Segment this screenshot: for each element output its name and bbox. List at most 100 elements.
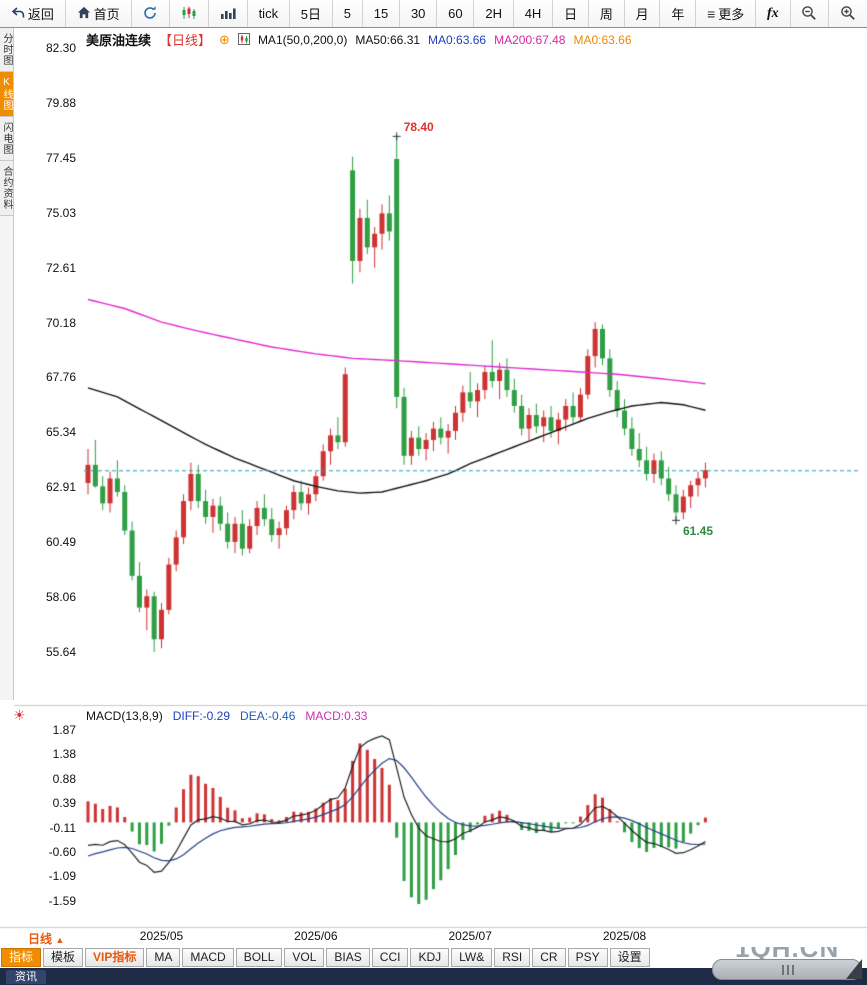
period-month[interactable]: 月 (625, 0, 661, 27)
date-label: 2025/05 (139, 929, 184, 943)
add-favorite-icon[interactable]: ⊕ (219, 32, 230, 47)
period-2h-label: 2H (485, 6, 502, 21)
more-button[interactable]: ≡ 更多 (696, 0, 757, 27)
bar-chart-type-button[interactable] (209, 0, 248, 27)
period-tick[interactable]: tick (248, 0, 290, 27)
back-button[interactable]: 返回 (0, 0, 66, 27)
macd-axis-label: 0.39 (52, 796, 76, 811)
indicator-tab-rsi[interactable]: RSI (494, 948, 531, 967)
ma0-value-blue: MA0:63.66 (428, 32, 487, 47)
period-5min[interactable]: 5 (333, 0, 363, 27)
candlestick-chart-type-button[interactable] (170, 0, 209, 27)
high-price-annotation: 78.40 (403, 120, 434, 135)
indicator-tab-cci[interactable]: CCI (371, 948, 409, 967)
price-axis-label: 62.91 (45, 480, 76, 495)
period-week-label: 周 (599, 7, 613, 22)
price-axis-label: 58.06 (45, 590, 76, 605)
refresh-button[interactable] (132, 0, 171, 27)
macd-diff-value: DIFF:-0.29 (172, 709, 231, 723)
period-dropdown[interactable]: 日线 ▲ (28, 930, 64, 947)
period-2h[interactable]: 2H (474, 0, 514, 27)
price-axis-label: 75.03 (45, 205, 76, 220)
home-icon (77, 6, 91, 21)
indicator-tab-ma[interactable]: MA (146, 948, 181, 967)
period-60min[interactable]: 60 (437, 0, 475, 27)
price-axis-label: 60.49 (45, 535, 76, 550)
sidebar-item-lightning-chart[interactable]: 闪电图 (0, 117, 13, 161)
period-30min[interactable]: 30 (400, 0, 438, 27)
sidebar-item-kline-chart[interactable]: K线图 (0, 72, 13, 117)
period-4h[interactable]: 4H (514, 0, 554, 27)
indicator-tab-kdj[interactable]: KDJ (410, 948, 450, 967)
zoom-in-button[interactable] (829, 0, 867, 27)
date-label: 2025/06 (294, 929, 338, 943)
price-axis-label: 82.30 (45, 41, 76, 55)
low-price-annotation: 61.45 (683, 524, 714, 539)
price-axis-label: 72.61 (45, 260, 76, 275)
period-year-label: 年 (671, 7, 685, 22)
ma-settings-label[interactable]: MA1(50,0,200,0) (257, 32, 348, 47)
indicator-tab-bias[interactable]: BIAS (326, 948, 370, 967)
period-day[interactable]: 日 (553, 0, 589, 27)
macd-axis-label: -0.60 (48, 845, 76, 860)
toolbar: 返回 首页 tick 5日 5 15 30 60 2H (0, 0, 867, 28)
ma0-value-orange: MA0:63.66 (573, 32, 632, 47)
candlestick-chart-icon (181, 6, 197, 22)
refresh-icon (142, 5, 158, 23)
period-month-label: 月 (635, 7, 649, 22)
time-axis-row: 日线 ▲ 2025/05 2025/06 2025/07 2025/08 (0, 929, 867, 947)
back-label: 返回 (27, 7, 54, 22)
horizontal-scrollbar-thumb[interactable] (712, 959, 862, 980)
main-indicator-icon[interactable] (237, 32, 250, 47)
chevron-up-icon: ▲ (55, 935, 65, 945)
price-axis-label: 67.76 (45, 370, 76, 385)
period-15min[interactable]: 15 (363, 0, 401, 27)
macd-header: MACD(13,8,9) DIFF:-0.29 DEA:-0.46 MACD:0… (86, 709, 367, 723)
sidebar-item-contract-info[interactable]: 合约资料 (0, 161, 13, 216)
macd-axis-label: 1.38 (52, 747, 76, 762)
indicator-tab-[interactable]: 模板 (43, 948, 84, 967)
period-dropdown-label: 日线 (28, 932, 53, 946)
bottom-status-bar: 资讯 (0, 968, 867, 985)
home-button[interactable]: 首页 (66, 0, 132, 27)
zoom-out-button[interactable] (791, 0, 830, 27)
period-5day[interactable]: 5日 (290, 0, 333, 27)
indicator-tab-psy[interactable]: PSY (567, 948, 608, 967)
indicator-tab-[interactable]: 设置 (609, 948, 650, 967)
resize-corner[interactable] (846, 959, 862, 979)
indicator-settings-icon[interactable]: ☀ (13, 707, 26, 723)
indicator-tab-macd[interactable]: MACD (182, 948, 234, 967)
menu-icon: ≡ (707, 5, 716, 22)
macd-dea-value: DEA:-0.46 (240, 709, 296, 723)
indicator-tab-cr[interactable]: CR (532, 948, 566, 967)
period-5day-label: 5日 (300, 7, 322, 22)
macd-axis-label: -1.59 (48, 894, 76, 908)
home-label: 首页 (93, 7, 120, 22)
period-year[interactable]: 年 (660, 0, 697, 27)
macd-axis-label: -0.11 (49, 820, 76, 835)
symbol-name: 美原油连续 (86, 33, 152, 48)
indicator-tab-[interactable]: 指标 (1, 948, 42, 967)
sidebar-item-timeline-chart[interactable]: 分时图 (0, 28, 13, 72)
price-axis-label: 70.18 (45, 315, 76, 330)
price-axis-label: 77.45 (45, 150, 76, 165)
indicator-tab-vip[interactable]: VIP指标 (85, 948, 145, 967)
macd-axis-label: 0.88 (52, 771, 76, 786)
indicator-tab-lw[interactable]: LW& (451, 948, 493, 967)
ma200-value: MA200:67.48 (494, 32, 566, 47)
period-5min-label: 5 (343, 6, 351, 21)
formula-button[interactable]: fx (756, 0, 791, 27)
macd-axis-label: -1.09 (48, 869, 76, 884)
chart-header: 美原油连续 【日线】 ⊕ MA1(50,0,200,0) MA50:66.31 … (86, 30, 632, 49)
grip-line (787, 965, 789, 975)
price-axis-label: 65.34 (45, 425, 76, 440)
more-label: 更多 (718, 7, 745, 22)
period-tag: 【日线】 (159, 33, 212, 48)
macd-params-label[interactable]: MACD(13,8,9) (86, 709, 163, 723)
indicator-tab-vol[interactable]: VOL (284, 948, 325, 967)
period-week[interactable]: 周 (589, 0, 625, 27)
indicator-tab-boll[interactable]: BOLL (235, 948, 283, 967)
news-tab[interactable]: 资讯 (6, 969, 46, 984)
